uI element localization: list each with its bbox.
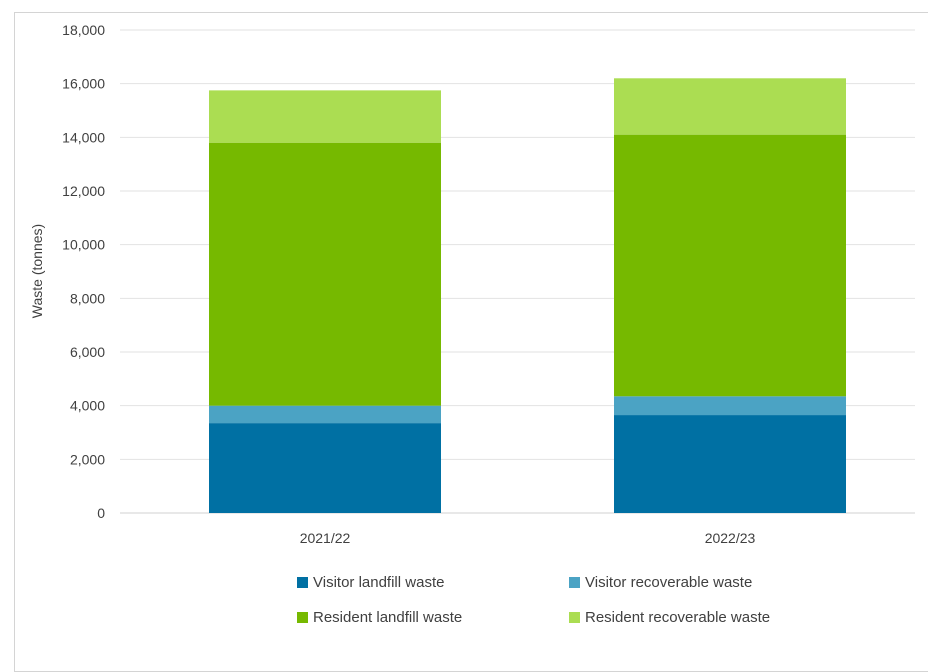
- y-tick-label: 4,000: [70, 398, 105, 414]
- legend-swatch: [297, 612, 308, 623]
- bar-segment: [209, 90, 441, 143]
- legend-item: Visitor recoverable waste: [569, 574, 752, 591]
- legend-label: Resident landfill waste: [313, 609, 462, 626]
- y-axis-ticks: 0 2,000 4,000 6,000 8,000 10,000 12,000 14,000 1…: [62, 22, 105, 521]
- bar-segment: [209, 423, 441, 513]
- bar-segment: [614, 134, 846, 397]
- bar-segment: [614, 415, 846, 513]
- y-tick-label: 14,000: [62, 129, 105, 145]
- legend: Visitor landfill waste Visitor recoverabl…: [297, 574, 770, 626]
- legend-item: Visitor landfill waste: [297, 574, 444, 591]
- y-tick-label: 8,000: [70, 290, 105, 306]
- y-tick-label: 2,000: [70, 451, 105, 467]
- y-tick-label: 16,000: [62, 76, 105, 92]
- legend-swatch: [297, 577, 308, 588]
- bars: [209, 78, 846, 513]
- y-tick-label: 0: [97, 505, 105, 521]
- bar-segment: [209, 405, 441, 424]
- x-tick-label: 2021/22: [300, 530, 351, 546]
- legend-label: Resident recoverable waste: [585, 609, 770, 626]
- legend-swatch: [569, 577, 580, 588]
- y-tick-label: 10,000: [62, 237, 105, 253]
- legend-label: Visitor recoverable waste: [585, 574, 752, 591]
- x-tick-label: 2022/23: [705, 530, 756, 546]
- legend-item: Resident recoverable waste: [569, 609, 770, 626]
- y-tick-label: 18,000: [62, 22, 105, 38]
- bar-segment: [209, 142, 441, 406]
- bar-segment: [614, 396, 846, 416]
- x-axis-ticks: 2021/22 2022/23: [300, 530, 756, 546]
- stacked-bar-chart: Waste (tonnes) 0 2,000 4,000 6,000 8,000 10,0…: [29, 22, 915, 626]
- bar-segment: [614, 78, 846, 135]
- y-axis-title: Waste (tonnes): [29, 224, 45, 318]
- legend-label: Visitor landfill waste: [313, 574, 444, 591]
- y-tick-label: 6,000: [70, 344, 105, 360]
- legend-item: Resident landfill waste: [297, 609, 462, 626]
- y-tick-label: 12,000: [62, 183, 105, 199]
- legend-swatch: [569, 612, 580, 623]
